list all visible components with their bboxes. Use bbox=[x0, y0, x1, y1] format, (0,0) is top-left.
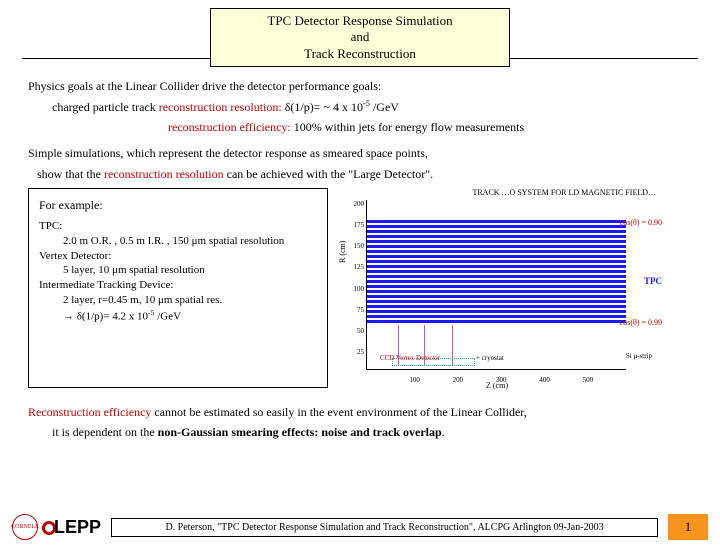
y-tick: 75 bbox=[346, 306, 364, 314]
example-box: For example: TPC: 2.0 m O.R. , 0.5 m I.R… bbox=[28, 188, 328, 388]
title-block: TPC Detector Response Simulation and Tra… bbox=[210, 8, 510, 67]
cos-label2: cos(θ) = 0.99 bbox=[620, 318, 662, 327]
y-tick: 200 bbox=[346, 200, 364, 208]
title-line3: Track Reconstruction bbox=[217, 46, 503, 62]
cornell-seal-icon: CORNELL bbox=[12, 514, 38, 540]
lepp-logo: LEPP bbox=[42, 517, 101, 538]
y-tick: 175 bbox=[346, 221, 364, 229]
tpc-region bbox=[367, 220, 626, 325]
x-tick: 500 bbox=[583, 376, 594, 384]
chart-title: TRACK …O SYSTEM FOR LD MAGNETIC FIELD… bbox=[472, 188, 656, 197]
x-tick: 200 bbox=[453, 376, 464, 384]
body-content: Physics goals at the Linear Collider dri… bbox=[0, 68, 720, 440]
ex-l3: Vertex Detector: bbox=[39, 249, 317, 264]
x-tick: 400 bbox=[539, 376, 550, 384]
p1-l1: Physics goals at the Linear Collider dri… bbox=[28, 78, 692, 94]
recon-res: reconstruction resolution: bbox=[159, 100, 282, 114]
ccd-label: CCD Vertex Detector bbox=[380, 354, 440, 362]
recon-eff: reconstruction efficiency: bbox=[168, 120, 291, 134]
y-tick: 125 bbox=[346, 263, 364, 271]
footer-text: D. Peterson, "TPC Detector Response Simu… bbox=[111, 518, 658, 537]
p3-l2: it is dependent on the non-Gaussian smea… bbox=[28, 424, 692, 440]
lepp-logo-block: CORNELL LEPP bbox=[12, 514, 101, 540]
ex-l6: 2 layer, r=0.45 m, 10 μm spatial res. bbox=[39, 293, 317, 308]
cryo-label: + cryostat bbox=[476, 354, 504, 362]
title-line2: and bbox=[217, 29, 503, 45]
example-hdr: For example: bbox=[39, 197, 317, 213]
p1-l2: charged particle track reconstruction re… bbox=[28, 98, 692, 115]
p3-l1: Reconstruction efficiency cannot be esti… bbox=[28, 404, 692, 420]
ex-l5: Intermediate Tracking Device: bbox=[39, 278, 317, 293]
p1-l3: reconstruction efficiency: 100% within j… bbox=[28, 119, 692, 135]
ex-l7: → δ(1/p)= 4.2 x 10-5 /GeV bbox=[39, 308, 317, 325]
ex-l2: 2.0 m O.R. , 0.5 m I.R. , 150 μm spatial… bbox=[39, 234, 317, 249]
title-line1: TPC Detector Response Simulation bbox=[217, 13, 503, 29]
chart: TRACK …O SYSTEM FOR LD MAGNETIC FIELD… R… bbox=[336, 188, 666, 388]
p2-l1: Simple simulations, which represent the … bbox=[28, 145, 692, 161]
row-example-chart: For example: TPC: 2.0 m O.R. , 0.5 m I.R… bbox=[28, 188, 692, 388]
footer: CORNELL LEPP D. Peterson, "TPC Detector … bbox=[0, 514, 720, 540]
x-tick: 300 bbox=[496, 376, 507, 384]
y-tick: 150 bbox=[346, 242, 364, 250]
mustrip-label: Si μ-strip bbox=[626, 352, 652, 360]
y-tick: 100 bbox=[346, 285, 364, 293]
ex-l4: 5 layer, 10 μm spatial resolution bbox=[39, 263, 317, 278]
x-tick: 100 bbox=[409, 376, 420, 384]
p2-l2: show that the reconstruction resolution … bbox=[28, 166, 692, 182]
page-number: 1 bbox=[668, 514, 708, 540]
y-tick: 50 bbox=[346, 327, 364, 335]
ex-l1: TPC: bbox=[39, 219, 317, 234]
y-tick: 25 bbox=[346, 348, 364, 356]
cos-label1: cos(θ) = 0.90 bbox=[620, 218, 662, 227]
plot-area bbox=[366, 200, 626, 370]
tpc-label: TPC bbox=[644, 276, 662, 286]
